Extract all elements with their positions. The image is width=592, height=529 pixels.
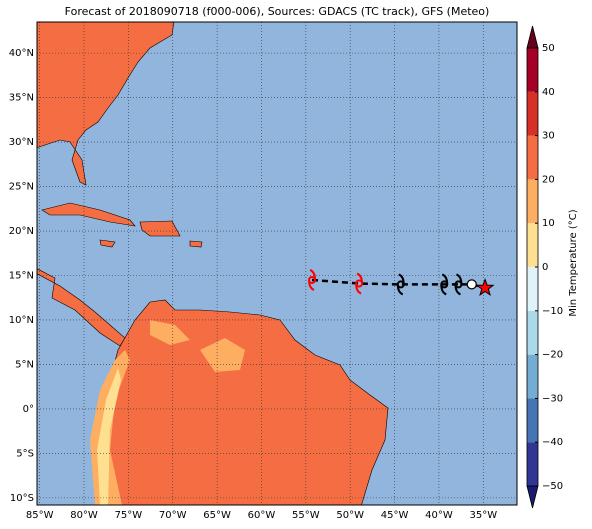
jamaica <box>99 239 116 248</box>
colorbar-tick-label: −20 <box>542 350 563 361</box>
x-tick-label: 35°W <box>469 510 497 521</box>
track <box>308 269 495 297</box>
map-frame <box>36 21 518 506</box>
storm-symbol <box>355 272 364 295</box>
x-tick-label: 50°W <box>336 510 364 521</box>
cuba <box>41 202 136 227</box>
colorbar-under <box>526 485 539 509</box>
x-tick-label: 60°W <box>248 510 276 521</box>
colorbar-segment <box>527 48 538 92</box>
grid <box>37 22 517 505</box>
colorbar-segment <box>527 398 538 443</box>
north-america <box>37 22 175 186</box>
colorbar-label: Min Temperature (°C) <box>568 209 579 316</box>
x-tick-label: 85°W <box>26 510 54 521</box>
x-tick-label: 75°W <box>115 510 143 521</box>
storm-symbol <box>396 273 405 296</box>
hispaniola <box>139 220 181 237</box>
llanos <box>150 320 190 345</box>
colorbar-tick-label: −10 <box>542 306 563 317</box>
x-tick-label: 80°W <box>70 510 98 521</box>
south-america <box>99 299 389 505</box>
colorbar-over <box>526 25 539 49</box>
y-tick-label: 30°N <box>9 137 34 148</box>
colorbar-tick-label: −30 <box>542 393 563 404</box>
andes-high <box>97 368 121 505</box>
colorbar-segment <box>527 442 538 486</box>
x-tick-label: 45°W <box>381 510 409 521</box>
y-tick-label: 35°N <box>9 93 34 104</box>
x-tick-label: 40°W <box>425 510 453 521</box>
puerto-rico <box>189 240 203 248</box>
y-tick-label: 0° <box>23 404 34 415</box>
storm-symbol <box>454 273 463 296</box>
colorbar-segment <box>527 267 538 311</box>
y-tick-label: 25°N <box>9 182 34 193</box>
y-tick-label: 40°N <box>9 48 34 59</box>
track-star <box>475 277 495 297</box>
colorbar-tick-label: 40 <box>542 87 555 98</box>
colorbar-segment <box>527 354 538 399</box>
colorbar-tick-label: 30 <box>542 131 555 142</box>
title: Forecast of 2018090718 (f000-006), Sourc… <box>65 5 490 18</box>
colorbar: −50 −40 −30 −20 −10 0 10 20 30 40 50 <box>526 25 563 509</box>
y-tick-label: 10°S <box>10 493 34 504</box>
colorbar-tick-label: −40 <box>542 437 563 448</box>
track-line <box>311 278 486 290</box>
y-tick-label: 5°S <box>16 448 34 459</box>
colorbar-tick-label: 0 <box>542 262 548 273</box>
y-tick-label: 10°N <box>9 315 34 326</box>
colorbar-segment <box>527 179 538 224</box>
y-tick-label: 15°N <box>9 271 34 282</box>
colorbar-segment <box>527 135 538 180</box>
x-tick-label: 65°W <box>203 510 231 521</box>
colorbar-segment <box>527 91 538 136</box>
x-tick-label: 55°W <box>292 510 320 521</box>
y-tick-label: 20°N <box>9 226 34 237</box>
storm-symbol <box>440 273 449 296</box>
colorbar-segment <box>527 223 538 267</box>
colorbar-tick-label: 10 <box>542 218 555 229</box>
plateau <box>200 338 245 372</box>
colorbar-segment <box>527 310 538 355</box>
storm-symbol <box>308 269 317 291</box>
track-point <box>466 279 477 290</box>
y-tick-label: 5°N <box>15 359 34 370</box>
colorbar-tick-label: 50 <box>542 43 555 54</box>
land <box>37 22 389 505</box>
x-tick-label: 70°W <box>159 510 187 521</box>
colorbar-tick-label: 20 <box>542 174 555 185</box>
colorbar-tick-label: −50 <box>542 481 563 492</box>
